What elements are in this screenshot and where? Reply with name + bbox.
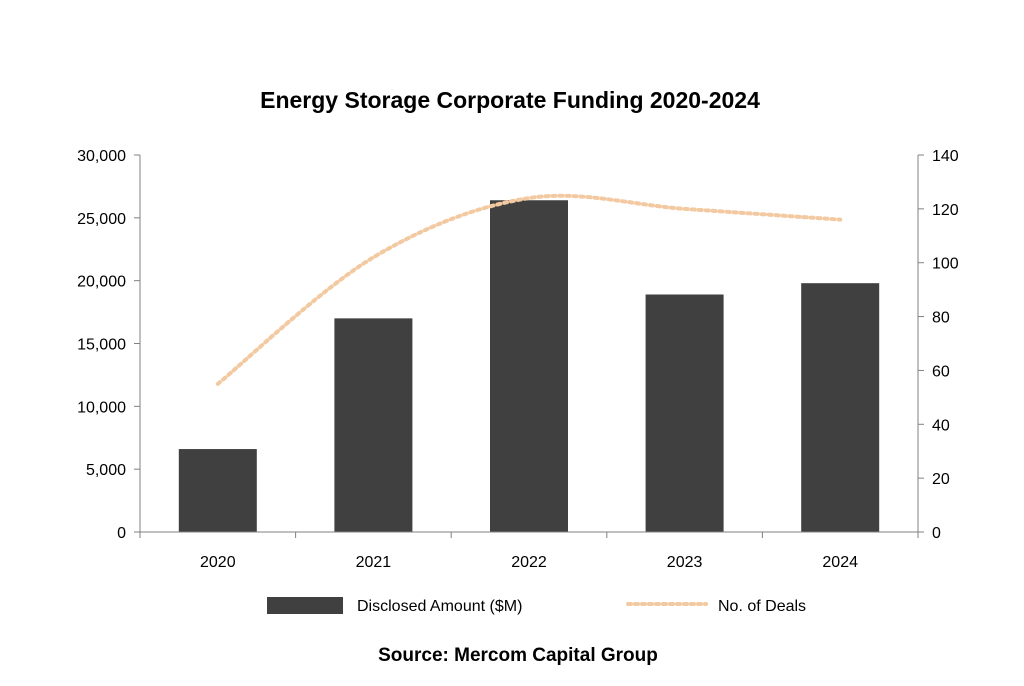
deals-line — [215, 193, 843, 386]
x-tick-label: 2020 — [200, 554, 236, 571]
chart-title: Energy Storage Corporate Funding 2020-20… — [260, 87, 760, 113]
left-tick-label: 0 — [117, 525, 126, 542]
left-tick-label: 5,000 — [86, 462, 126, 479]
right-tick-label: 140 — [932, 148, 959, 165]
right-tick-label: 20 — [932, 471, 950, 488]
x-tick-label: 2021 — [356, 554, 392, 571]
right-tick-label: 60 — [932, 363, 950, 380]
bar-2021 — [334, 318, 413, 532]
bar-series — [178, 200, 880, 533]
legend-bar-swatch — [267, 597, 343, 614]
legend-line-label: No. of Deals — [718, 598, 806, 615]
legend: Disclosed Amount ($M) No. of Deals — [267, 597, 806, 615]
axes: 0 5,000 10,000 15,000 20,000 25,000 30,000 0 20 4… — [77, 148, 959, 571]
line-series — [215, 193, 843, 386]
bar-2023 — [645, 294, 724, 532]
x-tick-label: 2023 — [667, 554, 703, 571]
right-tick-label: 0 — [932, 525, 941, 542]
legend-bar-label: Disclosed Amount ($M) — [357, 598, 522, 615]
left-tick-label: 15,000 — [77, 337, 126, 354]
bar-2020 — [178, 449, 257, 532]
bar-2022 — [490, 200, 568, 533]
left-tick-label: 20,000 — [77, 274, 126, 291]
right-tick-label: 120 — [932, 202, 959, 219]
left-tick-label: 10,000 — [77, 399, 126, 416]
right-tick-label: 80 — [932, 310, 950, 327]
x-tick-label: 2022 — [511, 554, 547, 571]
right-tick-label: 40 — [932, 417, 950, 434]
x-tick-label: 2024 — [822, 554, 858, 571]
right-tick-label: 100 — [932, 256, 959, 273]
left-tick-label: 25,000 — [77, 211, 126, 228]
bar-2024 — [801, 283, 880, 532]
left-tick-label: 30,000 — [77, 148, 126, 165]
source-label: Source: Mercom Capital Group — [378, 645, 658, 666]
